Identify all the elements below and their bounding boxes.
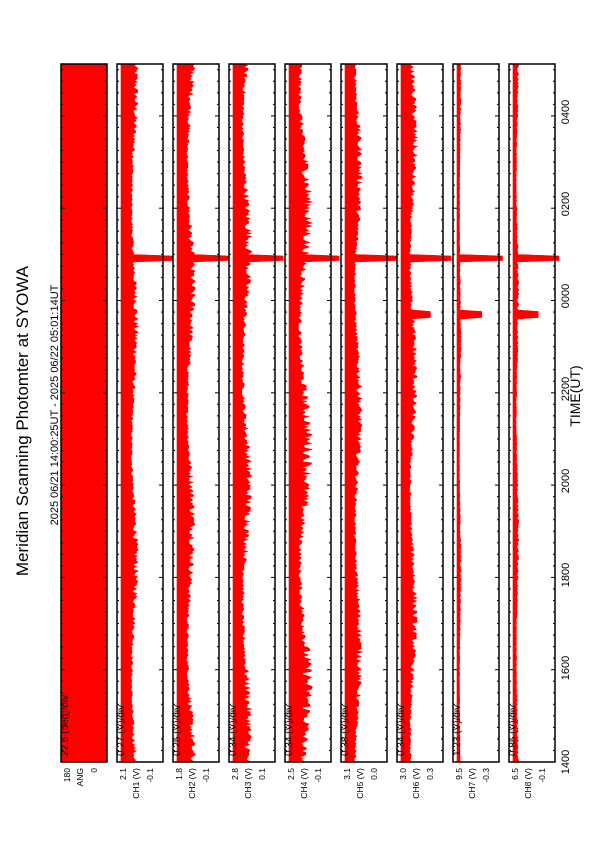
panel-9: 0.85 (V)/div 6.5 CH8 (V) -0.1	[508, 63, 560, 799]
y-tick-top: 1.8	[174, 768, 184, 780]
y-tick-top: 6.5	[510, 768, 520, 780]
y-tick-top: 3.1	[342, 768, 352, 780]
y-tick-bottom: -0.3	[481, 768, 491, 783]
panel-7: 0.34 (V)/div 3.0 CH6 (V) 0.3	[396, 63, 452, 799]
scale-label: 0.85 (V)/div	[508, 705, 519, 756]
x-tick-label: 0000	[560, 284, 572, 308]
channel-name: ANG	[75, 768, 85, 786]
scale-label: 0.25 (V)/div	[172, 705, 183, 756]
chart-subtitle: 2025 06/21 14:00:25UT - 2025 06/22 05:01…	[49, 284, 61, 525]
channel-name: CH2 (V)	[187, 768, 197, 799]
x-tick-label: 2200	[560, 377, 572, 401]
channel-name: CH3 (V)	[243, 768, 253, 799]
series-trace	[344, 63, 397, 763]
panel-frame	[396, 63, 444, 763]
y-tick-bottom: -0.1	[313, 768, 323, 783]
y-tick-bottom: 0.3	[425, 768, 435, 780]
y-tick-top: 2.1	[118, 768, 128, 780]
chart-title: Meridian Scanning Photomter at SYOWA	[13, 265, 32, 576]
x-tick-label: 1400	[560, 750, 572, 774]
panel-frame	[508, 63, 556, 763]
y-tick-bottom: 0.0	[369, 768, 379, 780]
series-trace	[456, 63, 503, 763]
channel-name: CH6 (V)	[411, 768, 421, 799]
scale-label: 0.38 (V)/div	[340, 705, 351, 756]
scale-label: 0.34 (V)/div	[284, 705, 295, 756]
x-tick-label: 2000	[560, 469, 572, 493]
series-trace	[232, 63, 284, 763]
panels-group: 22.5 (deg)/div 180 ANG 0 0.27 (V)/div 2.1 CH1 …	[60, 63, 560, 799]
panel-frame	[284, 63, 332, 763]
x-tick-labels: 1400 1600 1800 2000 2200 0000 0200 0400	[560, 100, 572, 774]
series-trace	[288, 63, 340, 763]
y-tick-bottom: 0.1	[257, 768, 267, 780]
panel-8: 1.23 (V)/div 9.5 CH7 (V) -0.3	[452, 63, 503, 799]
channel-name: CH1 (V)	[131, 768, 141, 799]
x-axis-label: TIME(UT)	[567, 365, 583, 426]
y-tick-bottom: -0.1	[145, 768, 155, 783]
panel-frame	[452, 63, 500, 763]
y-tick-bottom: -0.1	[201, 768, 211, 783]
panel-6: 0.38 (V)/div 3.1 CH5 (V) 0.0	[340, 63, 397, 799]
channel-name: CH7 (V)	[467, 768, 477, 799]
scale-label: 0.27 (V)/div	[116, 705, 127, 756]
y-tick-bottom: 0	[89, 768, 99, 773]
series-trace	[176, 63, 229, 763]
y-tick-top: 9.5	[454, 768, 464, 780]
channel-name: CH8 (V)	[523, 768, 533, 799]
series-trace	[400, 63, 452, 763]
channel-name: CH4 (V)	[299, 768, 309, 799]
scale-label: 22.5 (deg)/div	[60, 695, 71, 756]
x-tick-label: 1600	[560, 656, 572, 680]
panel-frame	[228, 63, 276, 763]
panel-frame	[172, 63, 220, 763]
panel-4: 0.34 (V)/div 2.8 CH3 (V) 0.1	[228, 63, 284, 799]
y-tick-top: 180	[62, 768, 72, 782]
y-tick-bottom: -0.1	[537, 768, 547, 783]
panel-3: 0.25 (V)/div 1.8 CH2 (V) -0.1	[172, 63, 229, 799]
y-tick-top: 2.8	[230, 768, 240, 780]
panel-1: 22.5 (deg)/div 180 ANG 0	[60, 63, 108, 786]
panel-2: 0.27 (V)/div 2.1 CH1 (V) -0.1	[116, 63, 174, 799]
scale-label: 0.34 (V)/div	[396, 705, 407, 756]
y-tick-top: 2.5	[286, 768, 296, 780]
series-trace	[120, 63, 174, 763]
channel-name: CH5 (V)	[355, 768, 365, 799]
x-tick-label: 0200	[560, 192, 572, 216]
panel-5: 0.34 (V)/div 2.5 CH4 (V) -0.1	[284, 63, 340, 799]
panel-frame	[116, 63, 164, 763]
series-trace	[512, 63, 560, 763]
scale-label: 0.34 (V)/div	[228, 705, 239, 756]
panel-frame	[340, 63, 388, 763]
panel-frame	[60, 63, 108, 763]
angle-fill	[61, 64, 107, 762]
scale-label: 1.23 (V)/div	[452, 705, 463, 756]
x-tick-label: 1800	[560, 563, 572, 587]
y-tick-top: 3.0	[398, 768, 408, 780]
x-tick-label: 0400	[560, 100, 572, 124]
